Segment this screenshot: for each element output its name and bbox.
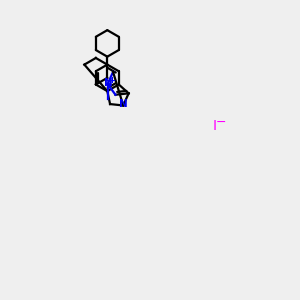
Text: −: − bbox=[216, 116, 226, 128]
Text: +: + bbox=[109, 76, 116, 85]
Text: I: I bbox=[213, 119, 217, 134]
Text: N: N bbox=[104, 78, 112, 88]
Text: N: N bbox=[119, 99, 128, 109]
